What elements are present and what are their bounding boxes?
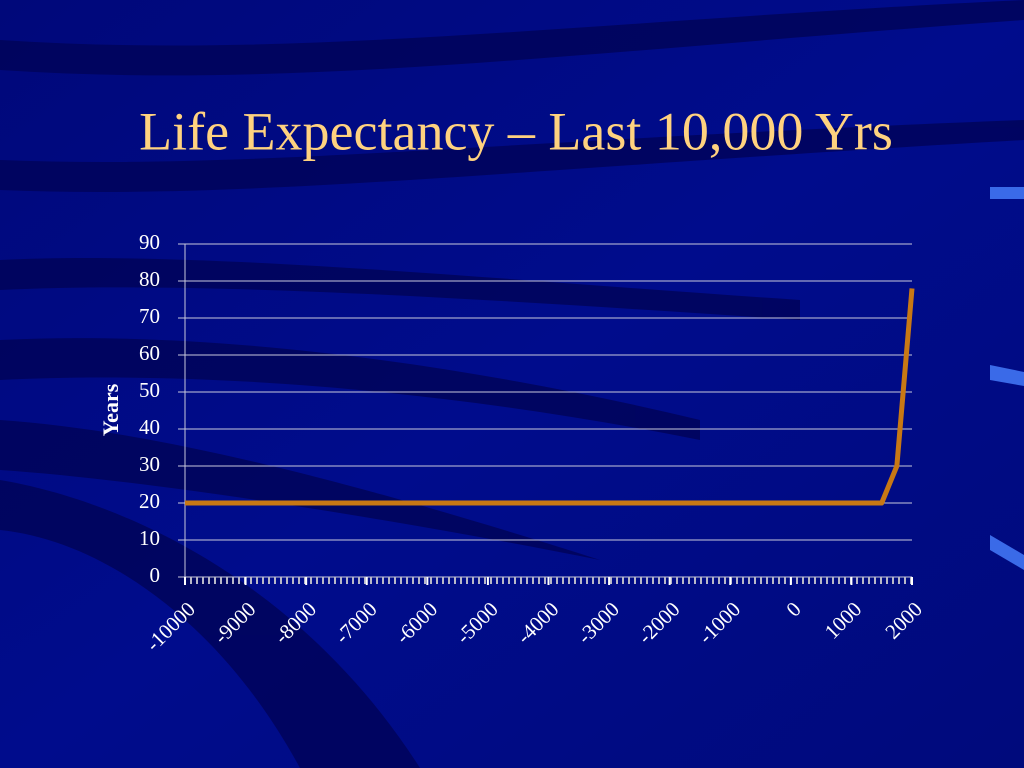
y-tick-label: 40: [139, 415, 160, 439]
y-axis-label: Years: [98, 383, 123, 436]
y-tick-label: 80: [139, 267, 160, 291]
y-tick-label: 90: [139, 230, 160, 254]
chart-title: Life Expectancy – Last 10,000 Yrs: [139, 101, 893, 161]
y-tick-label: 60: [139, 341, 160, 365]
y-tick-label: 50: [139, 378, 160, 402]
data-line: [185, 288, 915, 506]
y-tick-label: 30: [139, 452, 160, 476]
y-tick-label: 20: [139, 489, 160, 513]
y-tick-label: 10: [139, 526, 160, 550]
y-tick-label: 0: [150, 563, 161, 587]
y-tick-label: 70: [139, 304, 160, 328]
side-marks: [990, 187, 1024, 570]
